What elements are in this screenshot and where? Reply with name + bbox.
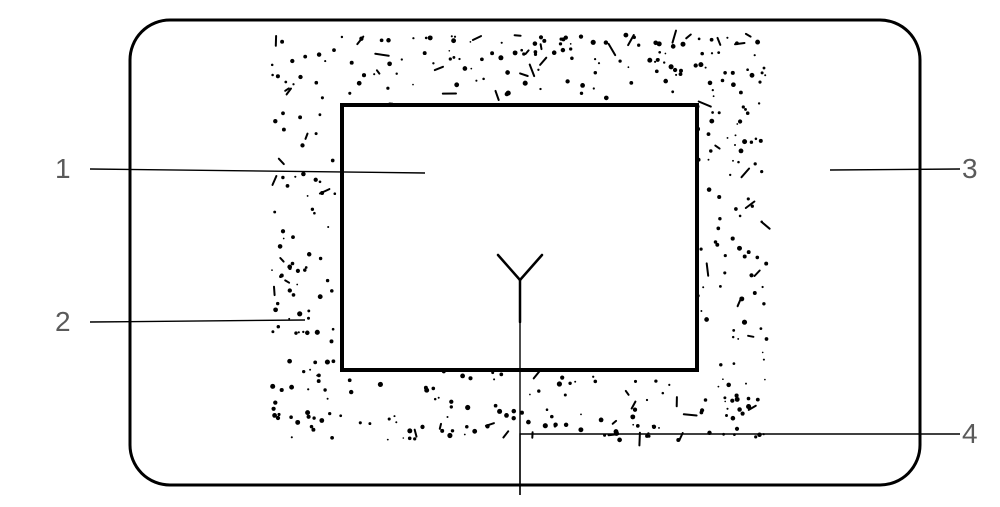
diagram-svg [0, 0, 1000, 507]
callout-label-3: 3 [962, 155, 978, 183]
leader-2 [90, 320, 305, 322]
diagram-stage: 1 2 3 4 [0, 0, 1000, 507]
leader-3 [830, 169, 960, 170]
callout-label-4: 4 [962, 420, 978, 448]
callout-label-1: 1 [55, 155, 71, 183]
callout-label-2: 2 [55, 308, 71, 336]
